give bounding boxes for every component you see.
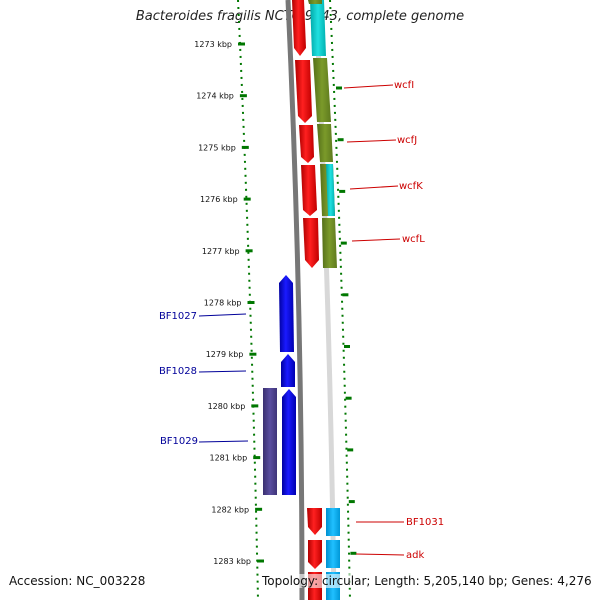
kbp-tick-label: 1279 kbp bbox=[206, 350, 244, 359]
kbp-tick-label: 1283 kbp bbox=[213, 557, 251, 566]
kbp-tick-label: 1275 kbp bbox=[198, 143, 236, 152]
kbp-tick-label: 1282 kbp bbox=[211, 505, 249, 514]
gene-label-adk[interactable]: adk bbox=[406, 550, 424, 561]
gene-blue-BF1028[interactable] bbox=[281, 354, 295, 387]
gene-label-wcfL[interactable]: wcfL bbox=[402, 234, 425, 245]
gene-purple-BF1029[interactable] bbox=[263, 388, 277, 495]
gene-label-BF1028[interactable]: BF1028 bbox=[159, 366, 197, 377]
scale-left-dotted-line bbox=[237, 0, 259, 600]
gene-olive-wcfJ[interactable] bbox=[317, 124, 333, 162]
scale-right-dotted-line bbox=[329, 0, 351, 600]
kbp-tick-label: 1278 kbp bbox=[204, 299, 242, 308]
gene-red-adk[interactable] bbox=[308, 540, 322, 569]
gene-red-wcfL[interactable] bbox=[303, 218, 319, 268]
gene-labels: wcfI wcfJ wcfK wcfL BF1031 adk BF1027 BF… bbox=[159, 80, 444, 561]
genome-backbone bbox=[285, 0, 305, 600]
kbp-tick-label: 1281 kbp bbox=[209, 454, 247, 463]
gene-red-wcfJ[interactable] bbox=[299, 125, 314, 163]
kbp-tick-label: 1276 kbp bbox=[200, 195, 238, 204]
kbp-axis: 1273 kbp 1274 kbp 1275 kbp 1276 kbp 1277 kbp… bbox=[194, 40, 264, 566]
gene-sky-adk[interactable] bbox=[326, 540, 340, 568]
gene-label-wcfI[interactable]: wcfI bbox=[394, 80, 414, 91]
gene-blue-BF1029[interactable] bbox=[282, 389, 296, 495]
label-leaders bbox=[198, 84, 405, 556]
kbp-tick-label: 1280 kbp bbox=[208, 402, 246, 411]
gene-olive-wcfI[interactable] bbox=[313, 58, 331, 122]
kbp-tick-label: 1277 kbp bbox=[202, 247, 240, 256]
gene-olive-wcfL[interactable] bbox=[322, 218, 337, 268]
gene-label-wcfJ[interactable]: wcfJ bbox=[397, 135, 417, 146]
gene-red-wcfK[interactable] bbox=[301, 165, 317, 216]
accession-text: Accession: NC_003228 bbox=[9, 574, 146, 588]
kbp-tick-label: 1274 kbp bbox=[196, 92, 234, 101]
gene-red-1[interactable] bbox=[292, 0, 306, 56]
genome-summary-text: Topology: circular; Length: 5,205,140 bp… bbox=[262, 574, 592, 588]
gene-red-wcfI[interactable] bbox=[295, 60, 312, 123]
gene-cyan-wcfK[interactable] bbox=[326, 164, 335, 216]
scale-dotted-lines bbox=[237, 0, 357, 600]
gene-red-BF1031[interactable] bbox=[307, 508, 322, 535]
kbp-tick-label: 1273 kbp bbox=[194, 40, 232, 49]
gene-blue-BF1027[interactable] bbox=[279, 275, 294, 352]
gene-sky-BF1031[interactable] bbox=[326, 508, 340, 536]
gene-olive-top[interactable] bbox=[308, 0, 322, 4]
gene-label-wcfK[interactable]: wcfK bbox=[399, 181, 423, 192]
gene-features bbox=[263, 0, 340, 600]
gene-label-BF1027[interactable]: BF1027 bbox=[159, 311, 197, 322]
gene-label-BF1031[interactable]: BF1031 bbox=[406, 517, 444, 528]
gene-label-BF1029[interactable]: BF1029 bbox=[160, 436, 198, 447]
gene-cyan-top[interactable] bbox=[310, 0, 326, 56]
